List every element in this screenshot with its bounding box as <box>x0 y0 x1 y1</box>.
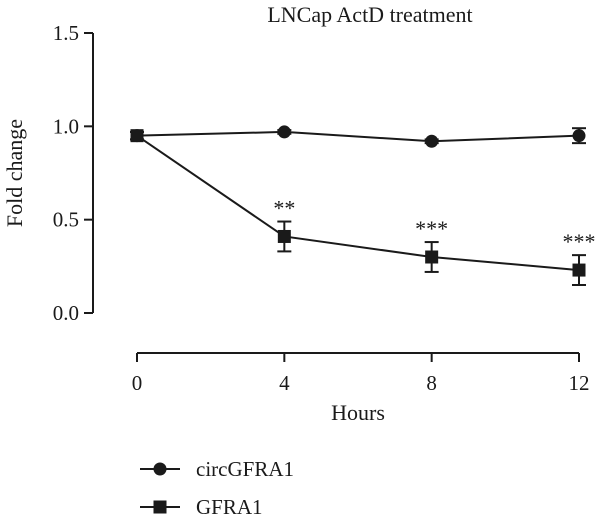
data-point <box>277 229 291 243</box>
y-tick-label: 0.5 <box>53 208 79 232</box>
legend-item: GFRA1 <box>140 495 263 519</box>
y-axis: 0.0 0.5 1.0 1.5 <box>53 21 94 325</box>
y-tick-label: 0.0 <box>53 301 79 325</box>
legend-marker <box>153 462 167 476</box>
chart-title: LNCap ActD treatment <box>267 2 472 27</box>
x-axis: 0 4 8 12 <box>132 352 590 395</box>
legend-label: circGFRA1 <box>196 457 294 481</box>
x-tick-label: 0 <box>132 371 143 395</box>
data-point <box>425 250 439 264</box>
x-tick-label: 12 <box>569 371 590 395</box>
legend: circGFRA1 GFRA1 <box>140 457 294 519</box>
data-point <box>572 129 586 143</box>
significance-label: *** <box>415 216 448 241</box>
significance-label: ** <box>273 196 295 221</box>
y-tick-label: 1.5 <box>53 21 79 45</box>
legend-marker <box>153 500 167 514</box>
plot-area: ******** <box>130 125 596 286</box>
data-point <box>572 263 586 277</box>
x-tick-label: 4 <box>279 371 290 395</box>
legend-item: circGFRA1 <box>140 457 294 481</box>
series-GFRA1: ******** <box>130 129 596 286</box>
series-circGFRA1 <box>130 125 586 148</box>
data-point <box>277 125 291 139</box>
x-axis-title: Hours <box>331 400 385 425</box>
data-point <box>425 134 439 148</box>
data-point <box>130 129 144 143</box>
significance-label: *** <box>563 229 596 254</box>
y-tick-label: 1.0 <box>53 114 79 138</box>
legend-label: GFRA1 <box>196 495 263 519</box>
series-line <box>136 134 580 272</box>
y-axis-title: Fold change <box>2 119 27 227</box>
x-tick-label: 8 <box>426 371 437 395</box>
series-line <box>136 130 580 143</box>
